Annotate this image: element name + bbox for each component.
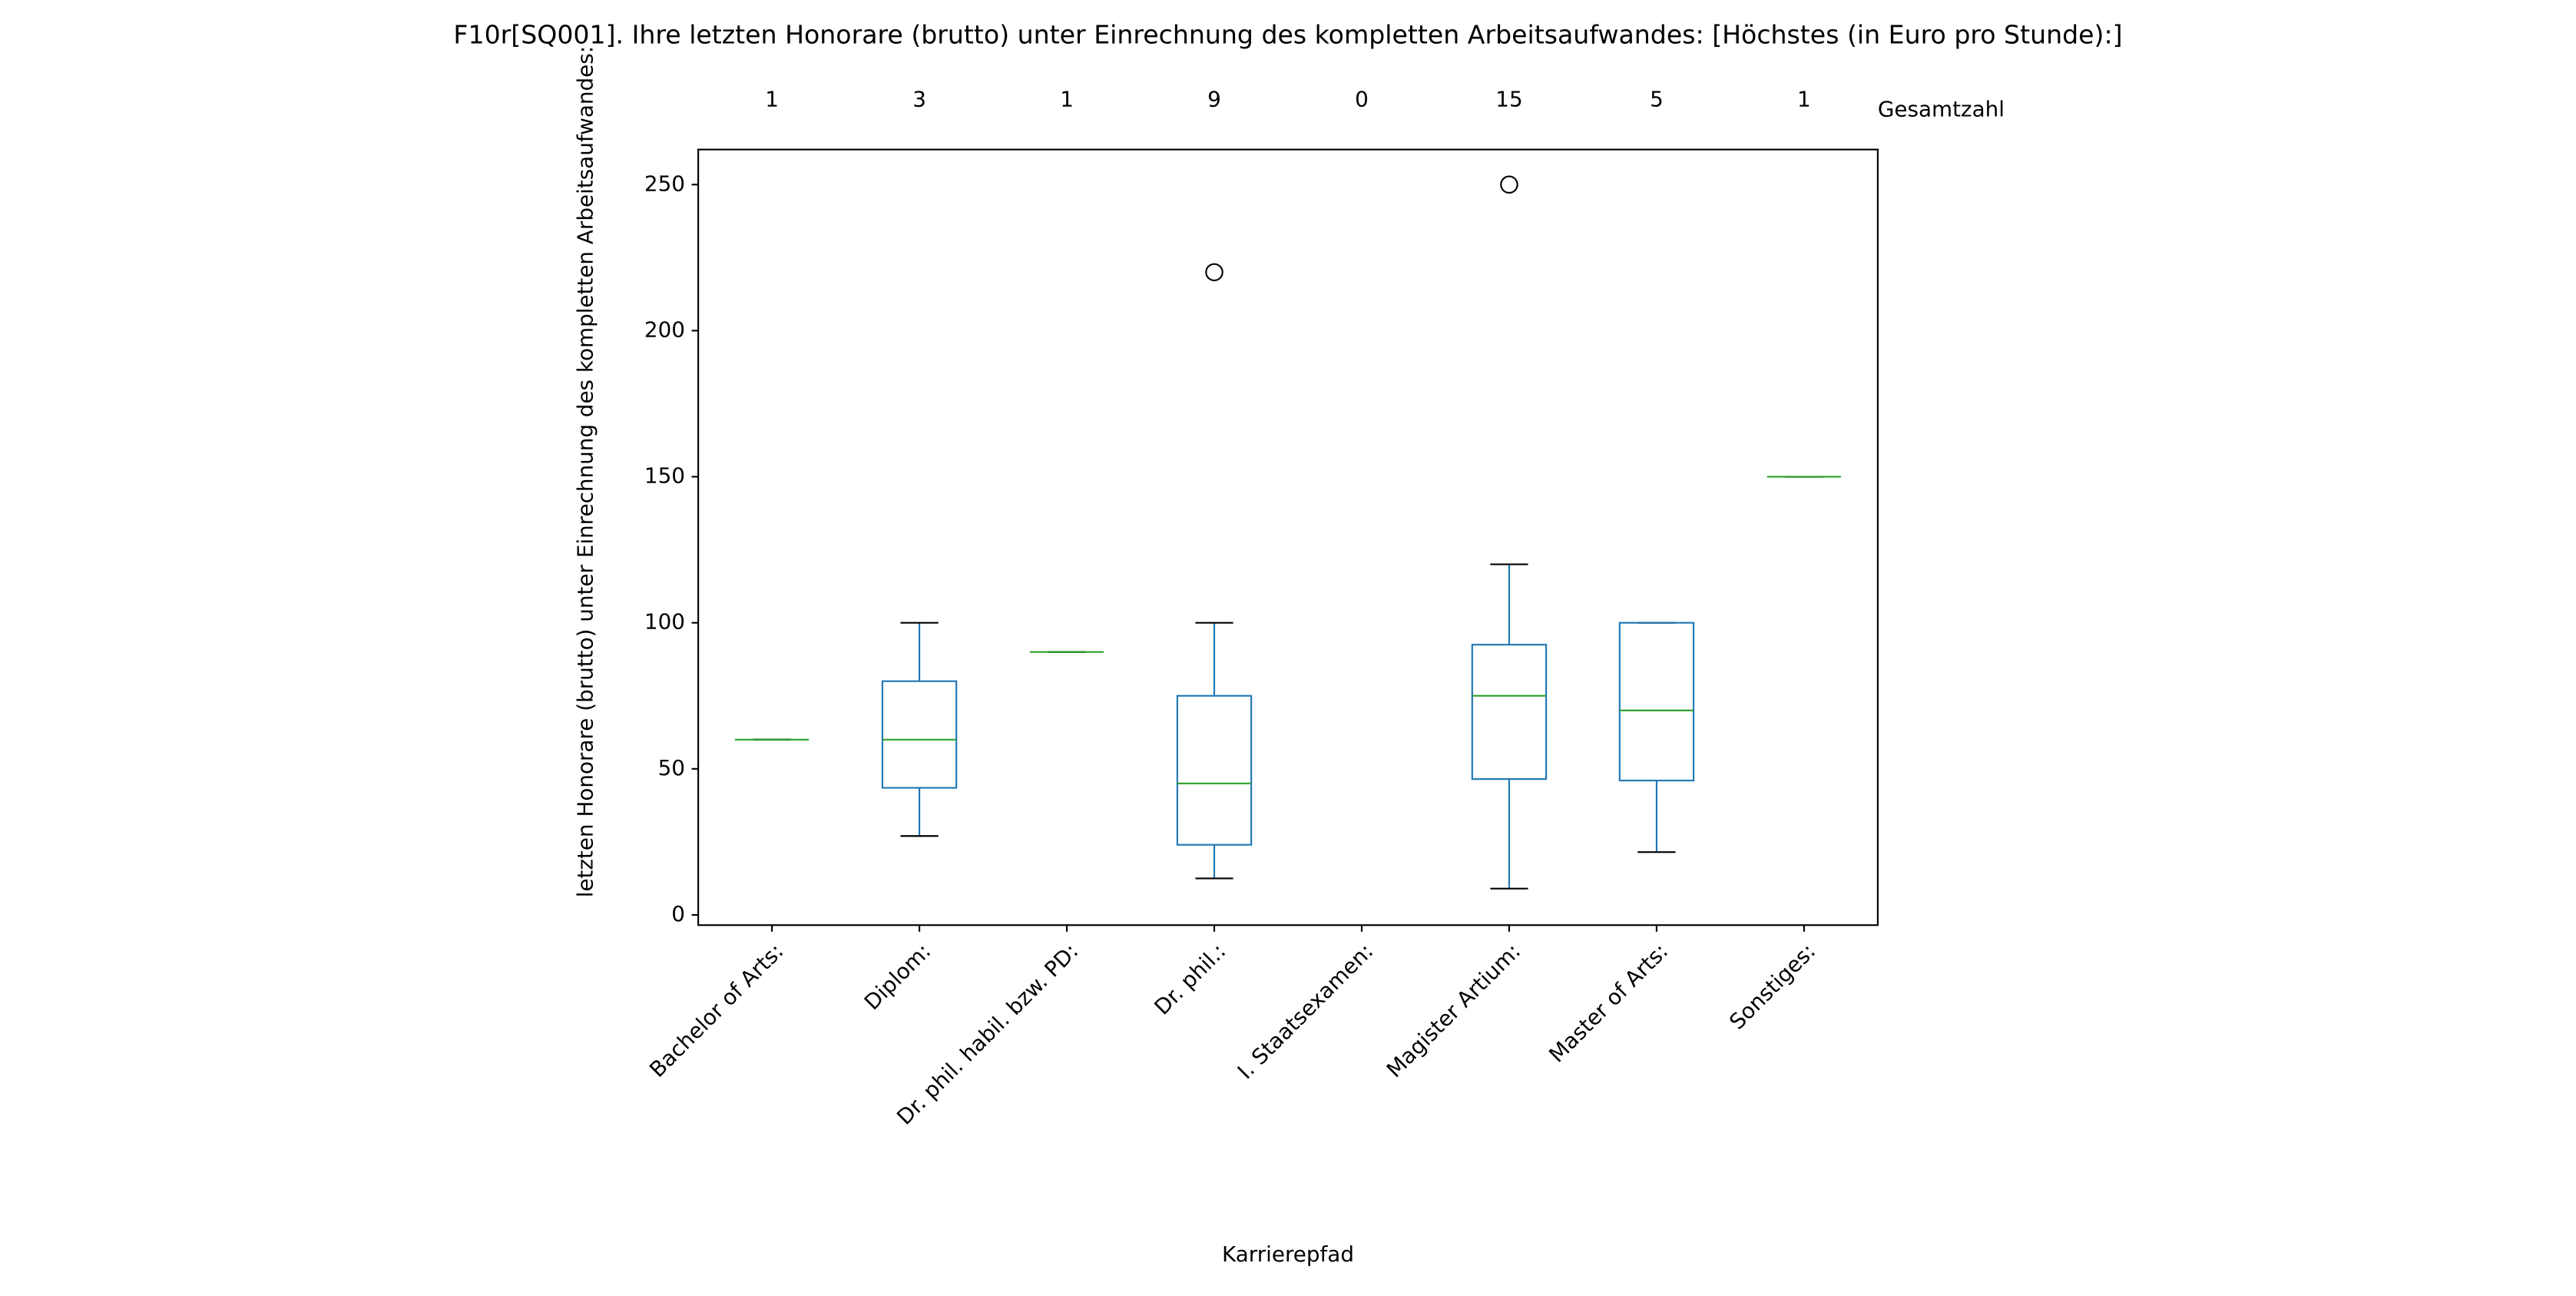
count-label: 1: [1060, 86, 1074, 111]
x-tick-label: Diplom:: [859, 938, 936, 1015]
x-tick-label: I. Staatsexamen:: [1233, 938, 1379, 1084]
x-tick-label: Dr. phil.:: [1149, 938, 1230, 1019]
counts-label: Gesamtzahl: [1878, 96, 2005, 121]
chart-title: F10r[SQ001]. Ihre letzten Honorare (brut…: [453, 20, 2122, 50]
y-axis-label: letzten Honorare (brutto) unter Einrechn…: [573, 46, 598, 897]
x-tick-label: Master of Arts:: [1544, 938, 1673, 1067]
x-axis-label: Karrierepfad: [1222, 1241, 1354, 1267]
count-label: 5: [1650, 86, 1664, 111]
flier: [1500, 175, 1518, 194]
box: [1471, 644, 1548, 781]
count-label: 1: [1797, 86, 1811, 111]
y-tick-label: 150: [644, 463, 685, 489]
y-tick-label: 200: [644, 317, 685, 342]
flier: [1205, 263, 1223, 282]
box: [881, 680, 958, 789]
x-tick-label: Magister Artium:: [1382, 938, 1526, 1082]
plot-frame: [697, 148, 1879, 926]
y-tick-label: 0: [671, 901, 685, 926]
count-label: 9: [1207, 86, 1221, 111]
count-label: 15: [1495, 86, 1522, 111]
count-label: 3: [912, 86, 926, 111]
x-tick-label: Bachelor of Arts:: [644, 938, 788, 1082]
y-tick-label: 250: [644, 171, 685, 196]
box: [1176, 694, 1253, 846]
y-tick-label: 100: [644, 609, 685, 635]
box: [1618, 621, 1695, 782]
count-label: 1: [765, 86, 779, 111]
y-tick-label: 50: [658, 755, 685, 781]
count-label: 0: [1355, 86, 1369, 111]
x-tick-label: Sonstiges:: [1724, 938, 1820, 1034]
